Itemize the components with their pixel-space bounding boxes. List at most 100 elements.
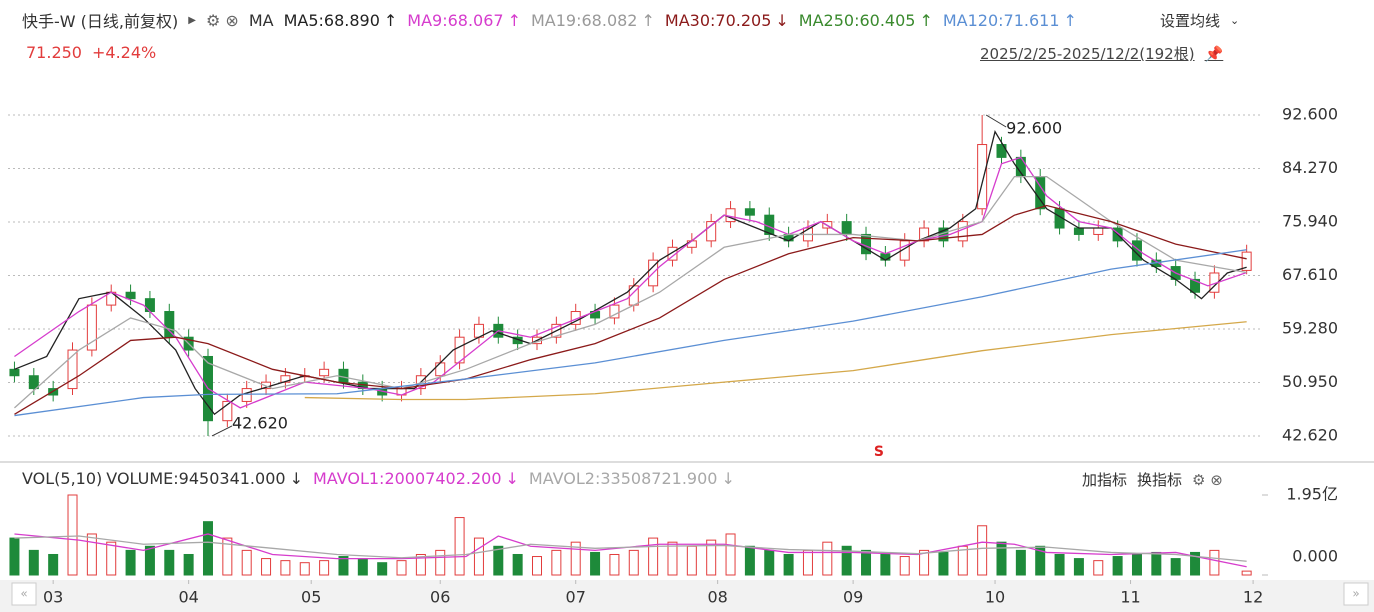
volume-bar bbox=[377, 562, 388, 576]
switch-indicator[interactable]: 换指标 bbox=[1137, 471, 1183, 489]
candle-body bbox=[28, 375, 39, 390]
candle-body bbox=[706, 221, 717, 242]
legend-arrow: ↓ bbox=[289, 469, 303, 488]
legend-item: MAVOL1:20007402.200 bbox=[312, 469, 502, 488]
settings-text[interactable]: 设置均线 bbox=[1160, 12, 1221, 30]
volume-bar bbox=[899, 556, 910, 576]
volume-bar bbox=[396, 560, 407, 576]
x-tick-label: 07 bbox=[566, 588, 586, 607]
volume-legend: VOL(5,10) VOLUME:9450341.000 ↓ MAVOL1:20007… bbox=[22, 469, 745, 488]
date-range[interactable]: 2025/2/25-2025/12/2(192根) 📌 bbox=[980, 43, 1233, 64]
candle-body bbox=[1073, 227, 1084, 235]
y-tick-label: 59.280 bbox=[1282, 318, 1338, 337]
volume-bar bbox=[1190, 551, 1201, 576]
volume-bar bbox=[590, 551, 601, 576]
y-tick-label: 75.940 bbox=[1282, 211, 1338, 230]
candle-body bbox=[454, 336, 465, 364]
volume-bar bbox=[861, 549, 872, 576]
volume-bar bbox=[1073, 558, 1084, 576]
candle-body bbox=[1241, 251, 1252, 271]
ma-line bbox=[304, 321, 1247, 401]
volume-bar bbox=[802, 549, 813, 576]
legend-item: MA250:60.405 bbox=[798, 10, 916, 30]
chevron: ⌄ bbox=[1230, 14, 1240, 27]
legend-item: MA5:68.890 bbox=[283, 10, 380, 30]
volume-bar bbox=[1093, 560, 1104, 576]
legend-arrow: ↓ bbox=[505, 469, 519, 488]
candle-body bbox=[67, 349, 78, 390]
annotation-label: 92.600 bbox=[1006, 118, 1062, 137]
candle-body bbox=[144, 298, 155, 313]
settings-button[interactable]: 设置均线 ⌄ bbox=[1160, 10, 1249, 31]
volume-bar bbox=[1054, 553, 1065, 576]
legend-item: MA120:71.611 bbox=[942, 10, 1060, 30]
volume-bar bbox=[628, 549, 639, 576]
candle-body bbox=[125, 291, 136, 300]
pin-icon[interactable]: 📌 bbox=[1204, 44, 1224, 63]
scroll-left[interactable] bbox=[11, 582, 37, 606]
volume-bar bbox=[1241, 570, 1252, 576]
volume-bar bbox=[1170, 558, 1181, 576]
volume-bar bbox=[202, 521, 213, 576]
legend-item: MAVOL2:33508721.900 bbox=[528, 469, 718, 488]
candle-body bbox=[841, 221, 852, 235]
volume-bar bbox=[1035, 545, 1046, 576]
volume-bar bbox=[783, 553, 794, 576]
x-tick-label: 03 bbox=[43, 588, 63, 607]
add-indicator[interactable]: 加指标 bbox=[1082, 471, 1128, 489]
x-tick-label: 05 bbox=[301, 588, 321, 607]
volume-bar bbox=[125, 549, 136, 576]
volume-bar bbox=[938, 551, 949, 576]
ma-line bbox=[14, 175, 1247, 409]
volume-bar bbox=[280, 560, 291, 576]
panel-icons[interactable]: ⚙ ⊗ bbox=[1192, 470, 1223, 489]
stock-title: 快手-W (日线,前复权) bbox=[22, 12, 179, 31]
volume-bar bbox=[1131, 553, 1142, 576]
x-tick-label: 08 bbox=[707, 588, 727, 607]
volume-bar bbox=[706, 539, 717, 576]
volume-bar bbox=[1112, 556, 1123, 576]
volume-bar bbox=[183, 553, 194, 576]
legend-arrow: ↑ bbox=[641, 10, 655, 30]
ma-line bbox=[14, 130, 1247, 416]
legend-arrow: ↓ bbox=[721, 469, 735, 488]
candle-body bbox=[1093, 227, 1104, 235]
candle-body bbox=[9, 368, 20, 377]
candle-body bbox=[241, 388, 252, 402]
expand-icon[interactable]: ▶ bbox=[188, 14, 196, 26]
candle-body bbox=[222, 400, 233, 422]
annotation-arrow bbox=[211, 425, 233, 437]
legend-item: MA30:70.205 bbox=[664, 10, 772, 30]
legend-arrow: ↓ bbox=[775, 10, 789, 30]
candle-body bbox=[880, 253, 891, 261]
volume-bar bbox=[86, 533, 97, 576]
volume-bar bbox=[532, 556, 543, 576]
ma-legend: MA5:68.890 ↑ MA9:68.067 ↑ MA19:68.082 ↑ MA30:7… bbox=[284, 11, 1087, 30]
candle-body bbox=[1131, 240, 1142, 261]
candle-body bbox=[744, 208, 755, 216]
header: 快手-W (日线,前复权) ▶ ⚙ ⊗ MA MA5:68.890 ↑ MA9:68… bbox=[22, 8, 1087, 32]
x-tick-label: 04 bbox=[178, 588, 198, 607]
settings-icon[interactable]: ⚙ ⊗ bbox=[205, 10, 239, 30]
x-tick-label: 06 bbox=[430, 588, 450, 607]
change: +4.24% bbox=[91, 43, 157, 62]
volume-bar bbox=[241, 549, 252, 576]
x-tick-label: 10 bbox=[985, 588, 1005, 607]
y-tick-label: 42.620 bbox=[1282, 425, 1338, 444]
candle-body bbox=[609, 304, 620, 319]
volume-bar bbox=[261, 558, 272, 576]
volume-bar bbox=[686, 545, 697, 576]
annotation-arrow bbox=[985, 114, 1007, 128]
volume-bar bbox=[764, 549, 775, 576]
ma-line bbox=[14, 156, 1247, 409]
volume-bar bbox=[977, 525, 988, 576]
price-row: 71.250 +4.24% bbox=[26, 43, 166, 62]
x-tick-label: 09 bbox=[843, 588, 863, 607]
legend-arrow: ↑ bbox=[383, 10, 398, 30]
legend-arrow: ↑ bbox=[1063, 10, 1077, 30]
legend-item: VOLUME:9450341.000 bbox=[106, 469, 286, 488]
scroll-right[interactable] bbox=[1343, 582, 1369, 606]
volume-bar bbox=[144, 545, 155, 576]
volume-bar bbox=[512, 553, 523, 576]
